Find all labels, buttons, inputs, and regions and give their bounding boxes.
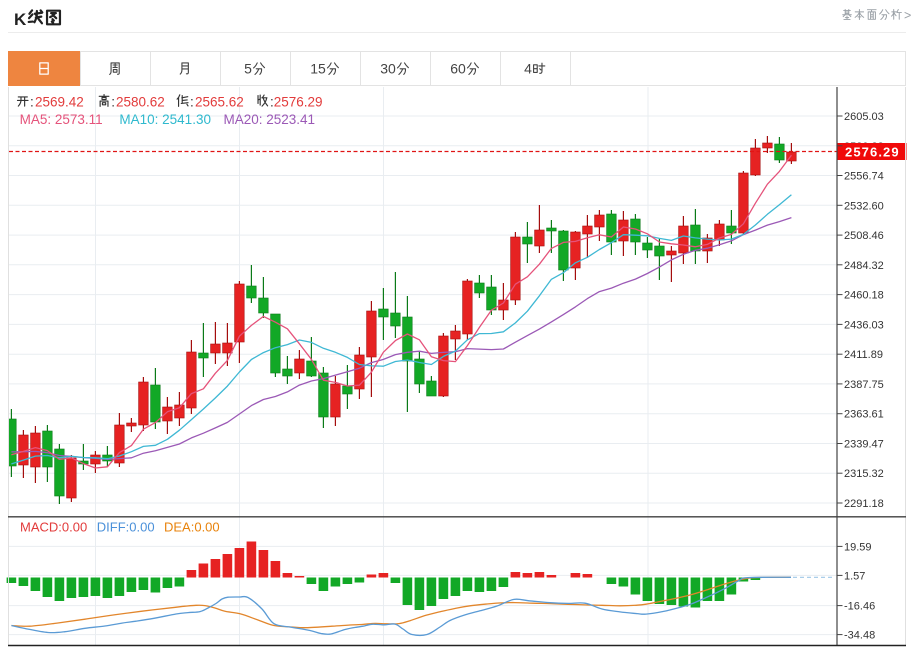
svg-text:2387.75: 2387.75 (844, 379, 884, 391)
svg-text:2576.29: 2576.29 (845, 145, 900, 160)
svg-text:2460.18: 2460.18 (844, 290, 884, 302)
svg-text:2339.47: 2339.47 (844, 439, 884, 451)
svg-text:2605.03: 2605.03 (844, 111, 884, 123)
svg-text:2569.42: 2569.42 (35, 95, 84, 110)
svg-text:-16.46: -16.46 (844, 601, 875, 613)
svg-text:4: 4 (524, 61, 532, 77)
svg-text:2291.18: 2291.18 (844, 498, 884, 510)
svg-text:15: 15 (310, 61, 326, 77)
svg-text:1.57: 1.57 (844, 570, 865, 582)
svg-text::: : (270, 95, 274, 110)
svg-text:MA10: 2541.30: MA10: 2541.30 (119, 112, 211, 127)
svg-text::: : (111, 95, 115, 110)
svg-text:2315.32: 2315.32 (844, 468, 884, 480)
svg-text:19.59: 19.59 (844, 541, 872, 553)
svg-text:MACD:0.00: MACD:0.00 (20, 520, 87, 535)
svg-text:2363.61: 2363.61 (844, 409, 884, 421)
svg-text::: : (190, 95, 194, 110)
svg-text:2580.62: 2580.62 (116, 95, 165, 110)
svg-text:30: 30 (380, 61, 396, 77)
svg-text:DEA:0.00: DEA:0.00 (164, 520, 220, 535)
svg-text:2484.32: 2484.32 (844, 260, 884, 272)
svg-text:K: K (14, 10, 27, 29)
svg-text:MA20: 2523.41: MA20: 2523.41 (224, 112, 316, 127)
svg-text:DIFF:0.00: DIFF:0.00 (97, 520, 155, 535)
svg-text:2411.89: 2411.89 (844, 349, 883, 361)
svg-text:2436.03: 2436.03 (844, 319, 884, 331)
svg-text:5: 5 (244, 61, 252, 77)
svg-text:2556.74: 2556.74 (844, 171, 884, 183)
svg-text:2565.62: 2565.62 (195, 95, 244, 110)
svg-text:2576.29: 2576.29 (274, 95, 323, 110)
svg-text::: : (30, 95, 34, 110)
svg-text:2508.46: 2508.46 (844, 230, 884, 242)
svg-text:>: > (904, 9, 911, 23)
svg-text:-34.48: -34.48 (844, 630, 875, 642)
svg-text:MA5: 2573.11: MA5: 2573.11 (20, 112, 103, 127)
svg-text:60: 60 (450, 61, 466, 77)
svg-text:2532.60: 2532.60 (844, 200, 884, 212)
